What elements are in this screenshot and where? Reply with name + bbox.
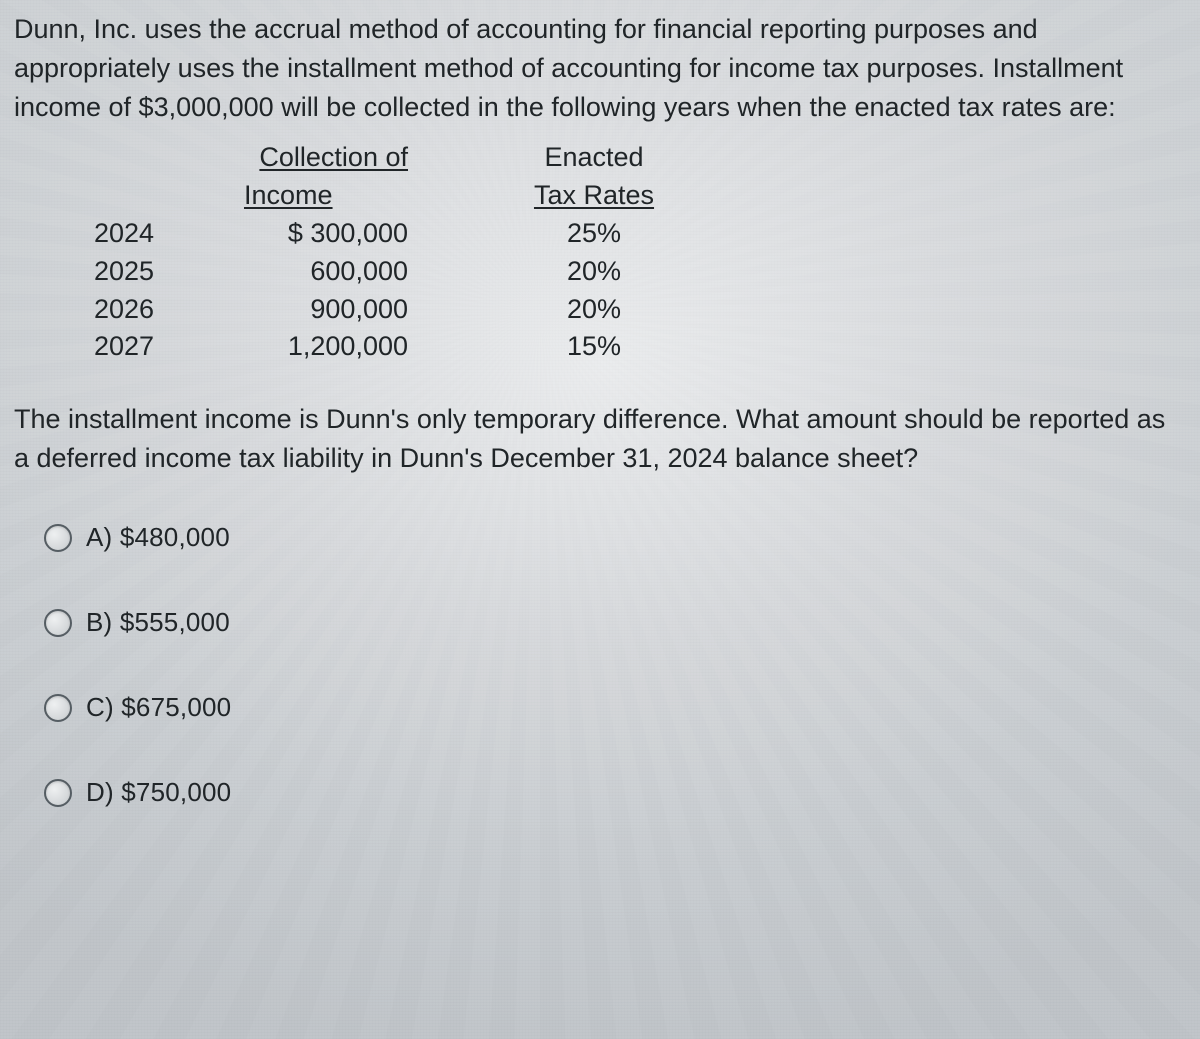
option-label: B) $555,000 bbox=[86, 607, 230, 638]
option-c[interactable]: C) $675,000 bbox=[44, 692, 1186, 723]
header-text: Collection of bbox=[259, 142, 408, 172]
table-cell-income: 1,200,000 bbox=[244, 328, 454, 366]
table-cell-year: 2024 bbox=[94, 215, 204, 253]
table-cell-year: 2025 bbox=[94, 253, 204, 291]
option-label: A) $480,000 bbox=[86, 522, 230, 553]
radio-icon[interactable] bbox=[44, 524, 72, 552]
table-cell-rate: 25% bbox=[494, 215, 694, 253]
option-b[interactable]: B) $555,000 bbox=[44, 607, 1186, 638]
header-text: Enacted bbox=[544, 142, 643, 172]
header-blank-2 bbox=[94, 177, 204, 215]
table-cell-year: 2026 bbox=[94, 291, 204, 329]
header-rates-2: Tax Rates bbox=[494, 177, 694, 215]
header-blank bbox=[94, 139, 204, 177]
header-collection-2: Income bbox=[244, 177, 454, 215]
data-table: Collection of Enacted Income Tax Rates 2… bbox=[94, 139, 1186, 366]
option-label: C) $675,000 bbox=[86, 692, 231, 723]
radio-icon[interactable] bbox=[44, 609, 72, 637]
option-label: D) $750,000 bbox=[86, 777, 231, 808]
option-d[interactable]: D) $750,000 bbox=[44, 777, 1186, 808]
table-cell-income: 600,000 bbox=[244, 253, 454, 291]
header-rates-1: Enacted bbox=[494, 139, 694, 177]
question-followup: The installment income is Dunn's only te… bbox=[14, 400, 1186, 478]
table-cell-rate: 20% bbox=[494, 253, 694, 291]
radio-icon[interactable] bbox=[44, 694, 72, 722]
option-a[interactable]: A) $480,000 bbox=[44, 522, 1186, 553]
header-text: Income bbox=[244, 180, 333, 210]
table-cell-rate: 20% bbox=[494, 291, 694, 329]
options-list: A) $480,000 B) $555,000 C) $675,000 D) $… bbox=[44, 522, 1186, 808]
table-cell-income: 900,000 bbox=[244, 291, 454, 329]
question-intro: Dunn, Inc. uses the accrual method of ac… bbox=[14, 10, 1186, 127]
question-container: Dunn, Inc. uses the accrual method of ac… bbox=[0, 0, 1200, 1039]
header-text: Tax Rates bbox=[534, 180, 654, 210]
radio-icon[interactable] bbox=[44, 779, 72, 807]
table-cell-rate: 15% bbox=[494, 328, 694, 366]
header-collection-1: Collection of bbox=[244, 139, 454, 177]
table-cell-income: $ 300,000 bbox=[244, 215, 454, 253]
table-cell-year: 2027 bbox=[94, 328, 204, 366]
